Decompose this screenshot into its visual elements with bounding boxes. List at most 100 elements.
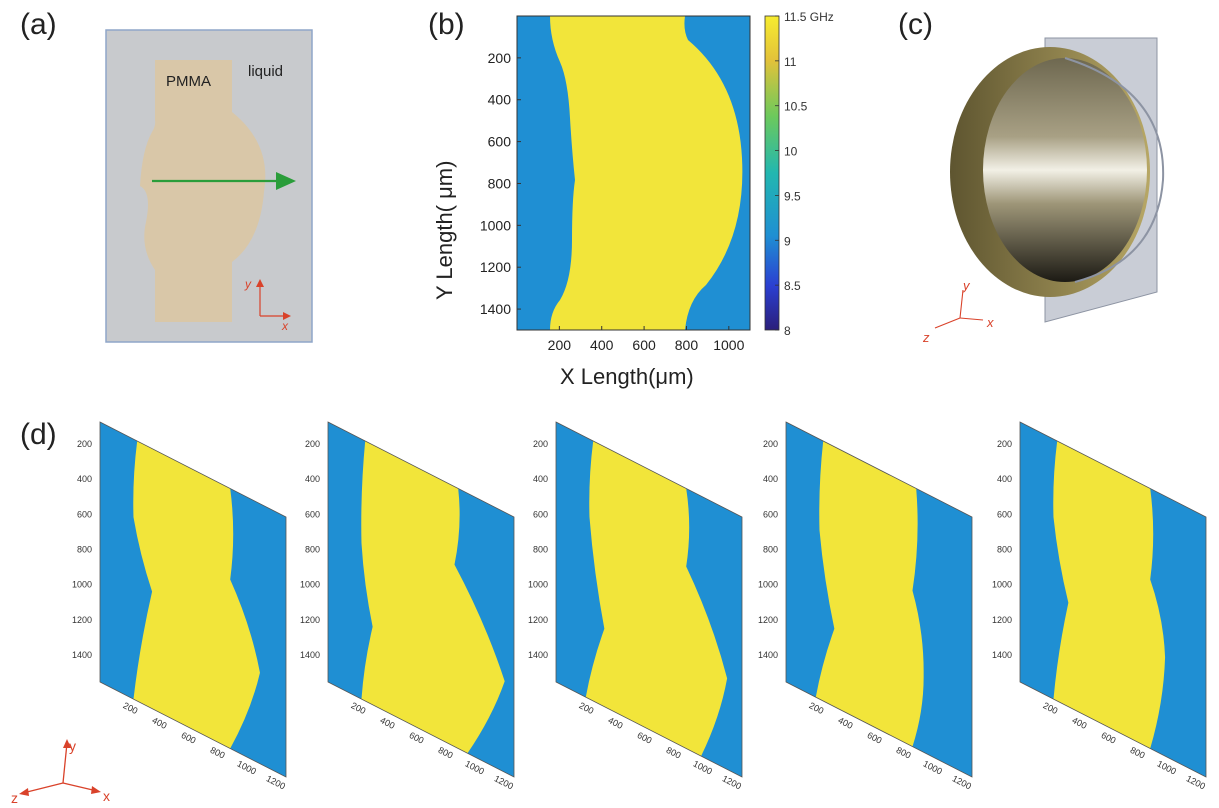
slice-y-tick-label: 1400 [758,650,778,660]
d-axis-z-line [22,782,64,794]
slice-y-tick-label: 800 [997,544,1012,554]
slice-x-tick-label: 200 [577,700,595,716]
axis-y-label: y [244,277,252,291]
pmma-high-frequency-region [550,16,743,330]
heatmap-ylabel: Y Length( μm) [432,161,457,300]
slice-x-tick-label: 600 [636,730,654,746]
panel-c-label: (c) [898,8,933,41]
slice-y-tick-label: 1200 [72,615,92,625]
axis-y-head [256,279,264,287]
heatmap-y-tick-label: 600 [488,134,512,150]
lens-inner-sphere [983,58,1147,282]
slice-y-tick-label: 600 [533,509,548,519]
slice-x-tick-label: 600 [408,730,426,746]
slice-y-tick-label: 400 [763,474,778,484]
slice-pmma-region [1053,441,1166,749]
panel-b-label: (b) [428,8,465,41]
slice-y-tick-label: 600 [763,509,778,519]
slice-x-tick-label: 400 [607,715,625,731]
slice-x-tick-label: 400 [837,715,855,731]
heatmap-x-tick-label: 200 [548,337,572,353]
slice-y-tick-label: 800 [533,544,548,554]
colorbar-ticks: 11.5 GHz 11 10.5 10 9.5 9 8.5 8 [775,10,834,338]
panel-d-label: (d) [20,418,57,451]
d-axis-x-label: x [103,788,110,804]
colorbar-tick-label: 8.5 [784,279,801,293]
panel-a-label: (a) [20,8,57,41]
c-axis-y-line [959,289,964,319]
axis-x-label: x [281,319,289,333]
slice-map-3: 2004006008001000120014002004006008001000… [528,421,743,791]
slice-x-tick-label: 200 [1041,700,1059,716]
lens-shell-edge [1064,57,1165,283]
slice-map-1: 2004006008001000120014002004006008001000… [72,421,287,791]
slice-pmma-region [585,441,728,757]
heatmap-y-tick-label: 1200 [480,259,511,275]
d-axis-z-head [19,788,29,796]
c-axis-z-label: z [922,330,930,345]
slice-y-tick-label: 200 [763,439,778,449]
heatmap-x-tick-label: 400 [590,337,614,353]
colorbar-tick-label: 11.5 GHz [784,10,834,24]
slice-y-tick-label: 400 [997,474,1012,484]
d-axis-y-head [63,739,71,748]
d-axis-y-line [62,742,68,784]
pmma-label: PMMA [166,73,211,90]
slice-x-tick-label: 200 [349,700,367,716]
slice-y-tick-label: 200 [305,439,320,449]
slice-frame [555,421,743,778]
slice-y-tick-label: 800 [77,544,92,554]
slice-frame [327,421,515,778]
slice-y-tick-label: 1000 [528,580,548,590]
slice-y-tick-label: 600 [997,509,1012,519]
slice-y-tick-label: 1400 [992,650,1012,660]
heatmap-y-tick-label: 400 [488,92,512,108]
slice-x-tick-label: 800 [209,745,227,761]
heatmap-plot-area [516,15,751,331]
slice-y-tick-label: 800 [305,544,320,554]
slice-y-tick-label: 1000 [758,580,778,590]
colorbar-tick-label: 11 [784,55,797,69]
slice-pmma-region [815,441,924,747]
liquid-label: liquid [248,63,283,80]
slice-y-tick-label: 1400 [300,650,320,660]
axis-x-head [283,312,291,320]
slice-y-tick-label: 1000 [992,580,1012,590]
panel-d-axes-triad: y x z [11,738,110,805]
heatmap-x-tick-label: 600 [632,337,656,353]
slice-y-tick-label: 1200 [300,615,320,625]
slice-x-tick-label: 800 [437,745,455,761]
panel-a-schematic: PMMA liquid y x [105,29,313,343]
slice-y-tick-label: 400 [305,474,320,484]
heatmap-y-tick-label: 200 [488,50,512,66]
slice-x-tick-label: 400 [151,715,169,731]
frequency-heatmap: 200 400 600 800 1000 1200 1400 200 400 600 800 100… [432,10,834,389]
heatmap-x-ticks: 200 400 600 800 1000 [548,326,745,353]
c-axis-y-label: y [962,278,971,293]
heatmap-y-tick-label: 1000 [480,217,511,233]
slice-y-tick-label: 200 [997,439,1012,449]
d-axis-z-label: z [11,790,18,805]
slice-pmma-region [361,441,505,754]
c-axis-x-label: x [986,315,994,330]
colorbar-tick-label: 10 [784,145,798,159]
slice-x-tick-label: 200 [807,700,825,716]
d-axis-y-label: y [69,738,76,754]
slice-y-tick-label: 400 [77,474,92,484]
heatmap-x-tick-label: 800 [675,337,699,353]
slice-y-tick-label: 400 [533,474,548,484]
heatmap-x-tick-label: 1000 [713,337,744,353]
panel-d-slices: 200 400 600 800 1000 1200 1400 200 400 600 800 1000… [72,421,1207,791]
slice-y-tick-label: 1400 [528,650,548,660]
colorbar-tick-label: 10.5 [784,100,808,114]
colorbar-tick-label: 9.5 [784,189,801,203]
slice-y-tick-label: 1200 [528,615,548,625]
slice-y-tick-label: 1000 [72,580,92,590]
slice-y-tick-label: 600 [77,509,92,519]
c-axis-z-line [934,317,961,329]
slice-y-tick-label: 1200 [992,615,1012,625]
heatmap-y-tick-label: 1400 [480,301,511,317]
slice-x-tick-label: 400 [379,715,397,731]
slice-x-tick-label: 600 [866,730,884,746]
slice-y-tick-label: 1400 [72,650,92,660]
